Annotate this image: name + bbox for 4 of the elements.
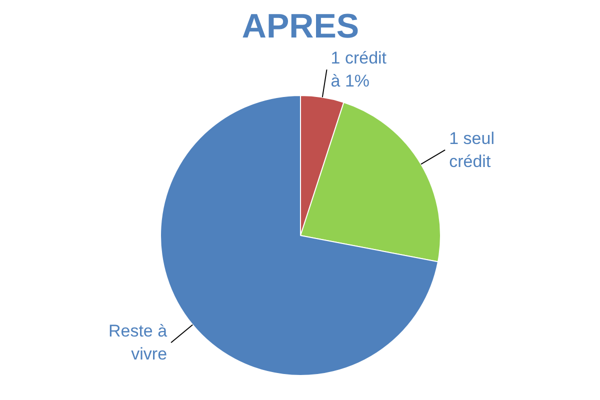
slice-label: 1 seul crédit [449,129,494,171]
slice-label: Reste à vivre [108,322,168,364]
slice-label: 1 crédit à 1% [330,48,387,90]
chart-title: APRES [242,8,360,46]
